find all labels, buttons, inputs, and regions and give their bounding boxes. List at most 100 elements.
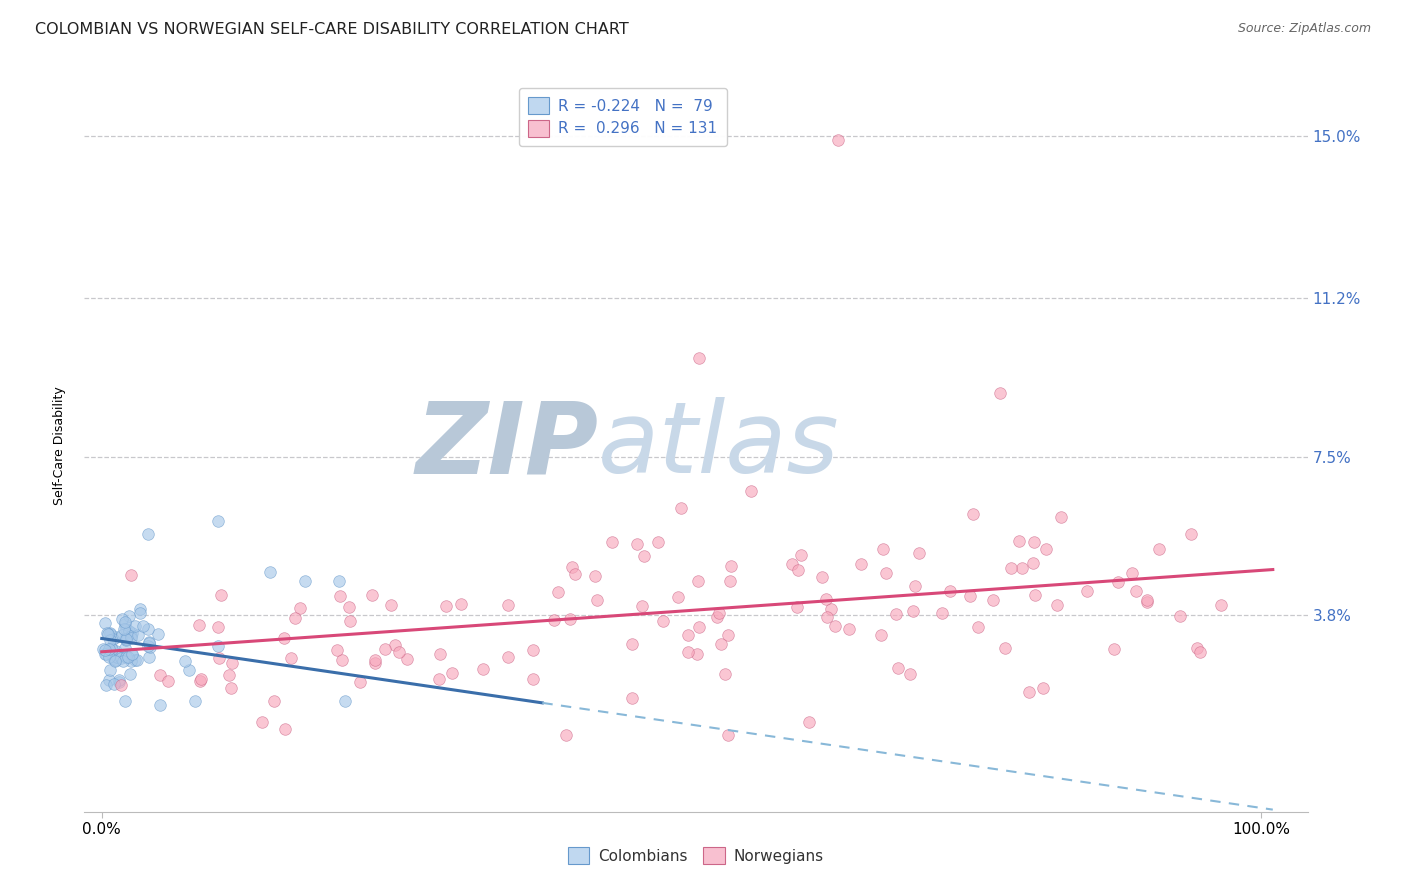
Point	[717, 628, 740, 642]
Point	[780, 557, 803, 571]
Point	[1050, 510, 1073, 524]
Point	[872, 541, 894, 556]
Point	[149, 668, 172, 682]
Point	[1007, 533, 1029, 548]
Point	[114, 640, 136, 655]
Point	[790, 549, 813, 563]
Point	[114, 622, 136, 636]
Point	[838, 622, 860, 636]
Point	[709, 606, 731, 620]
Point	[129, 602, 152, 616]
Point	[380, 598, 402, 612]
Point	[94, 615, 117, 630]
Point	[1136, 595, 1159, 609]
Point	[429, 647, 451, 661]
Point	[374, 641, 396, 656]
Point	[98, 663, 121, 677]
Point	[120, 568, 142, 582]
Point	[328, 574, 350, 588]
Point	[156, 673, 179, 688]
Point	[263, 693, 285, 707]
Point	[114, 615, 136, 630]
Point	[121, 648, 143, 663]
Point	[1022, 556, 1045, 570]
Point	[110, 678, 132, 692]
Point	[112, 623, 135, 637]
Point	[114, 693, 136, 707]
Point	[931, 606, 953, 620]
Point	[103, 650, 125, 665]
Point	[120, 654, 142, 668]
Point	[959, 589, 981, 603]
Point	[908, 546, 931, 560]
Point	[797, 714, 820, 729]
Point	[554, 728, 576, 742]
Point	[361, 588, 384, 602]
Point	[209, 589, 232, 603]
Point	[962, 507, 984, 521]
Point	[585, 593, 607, 607]
Point	[190, 672, 212, 686]
Point	[630, 599, 652, 614]
Point	[149, 698, 172, 712]
Point	[284, 610, 307, 624]
Point	[817, 609, 839, 624]
Point	[111, 654, 134, 668]
Point	[136, 526, 159, 541]
Point	[666, 590, 689, 604]
Point	[714, 667, 737, 681]
Point	[136, 622, 159, 636]
Point	[706, 610, 728, 624]
Point	[561, 559, 583, 574]
Point	[1125, 583, 1147, 598]
Legend: Colombians, Norwegians: Colombians, Norwegians	[562, 841, 830, 870]
Point	[100, 642, 122, 657]
Point	[96, 647, 118, 661]
Point	[1211, 598, 1233, 612]
Text: COLOMBIAN VS NORWEGIAN SELF-CARE DISABILITY CORRELATION CHART: COLOMBIAN VS NORWEGIAN SELF-CARE DISABIL…	[35, 22, 628, 37]
Point	[384, 639, 406, 653]
Point	[124, 619, 146, 633]
Point	[626, 537, 648, 551]
Point	[339, 614, 361, 628]
Point	[174, 654, 197, 668]
Point	[450, 597, 472, 611]
Point	[1147, 541, 1170, 556]
Point	[188, 673, 211, 688]
Point	[543, 614, 565, 628]
Point	[718, 574, 741, 589]
Point	[388, 645, 411, 659]
Point	[1121, 566, 1143, 581]
Point	[1102, 642, 1125, 657]
Point	[329, 589, 352, 603]
Point	[1187, 641, 1209, 656]
Point	[138, 634, 160, 648]
Point	[115, 649, 138, 664]
Point	[218, 668, 240, 682]
Point	[97, 642, 120, 657]
Point	[938, 583, 960, 598]
Point	[981, 593, 1004, 607]
Point	[814, 591, 837, 606]
Point	[93, 648, 115, 662]
Point	[207, 620, 229, 634]
Point	[98, 632, 121, 647]
Text: atlas: atlas	[598, 398, 839, 494]
Point	[94, 643, 117, 657]
Point	[118, 624, 141, 638]
Point	[1035, 541, 1057, 556]
Point	[364, 653, 387, 667]
Point	[125, 653, 148, 667]
Point	[786, 599, 808, 614]
Point	[250, 714, 273, 729]
Point	[120, 629, 142, 643]
Point	[138, 650, 160, 665]
Point	[688, 620, 710, 634]
Point	[349, 675, 371, 690]
Point	[132, 619, 155, 633]
Point	[824, 619, 846, 633]
Point	[294, 574, 316, 588]
Point	[136, 639, 159, 653]
Point	[280, 650, 302, 665]
Point	[686, 647, 709, 661]
